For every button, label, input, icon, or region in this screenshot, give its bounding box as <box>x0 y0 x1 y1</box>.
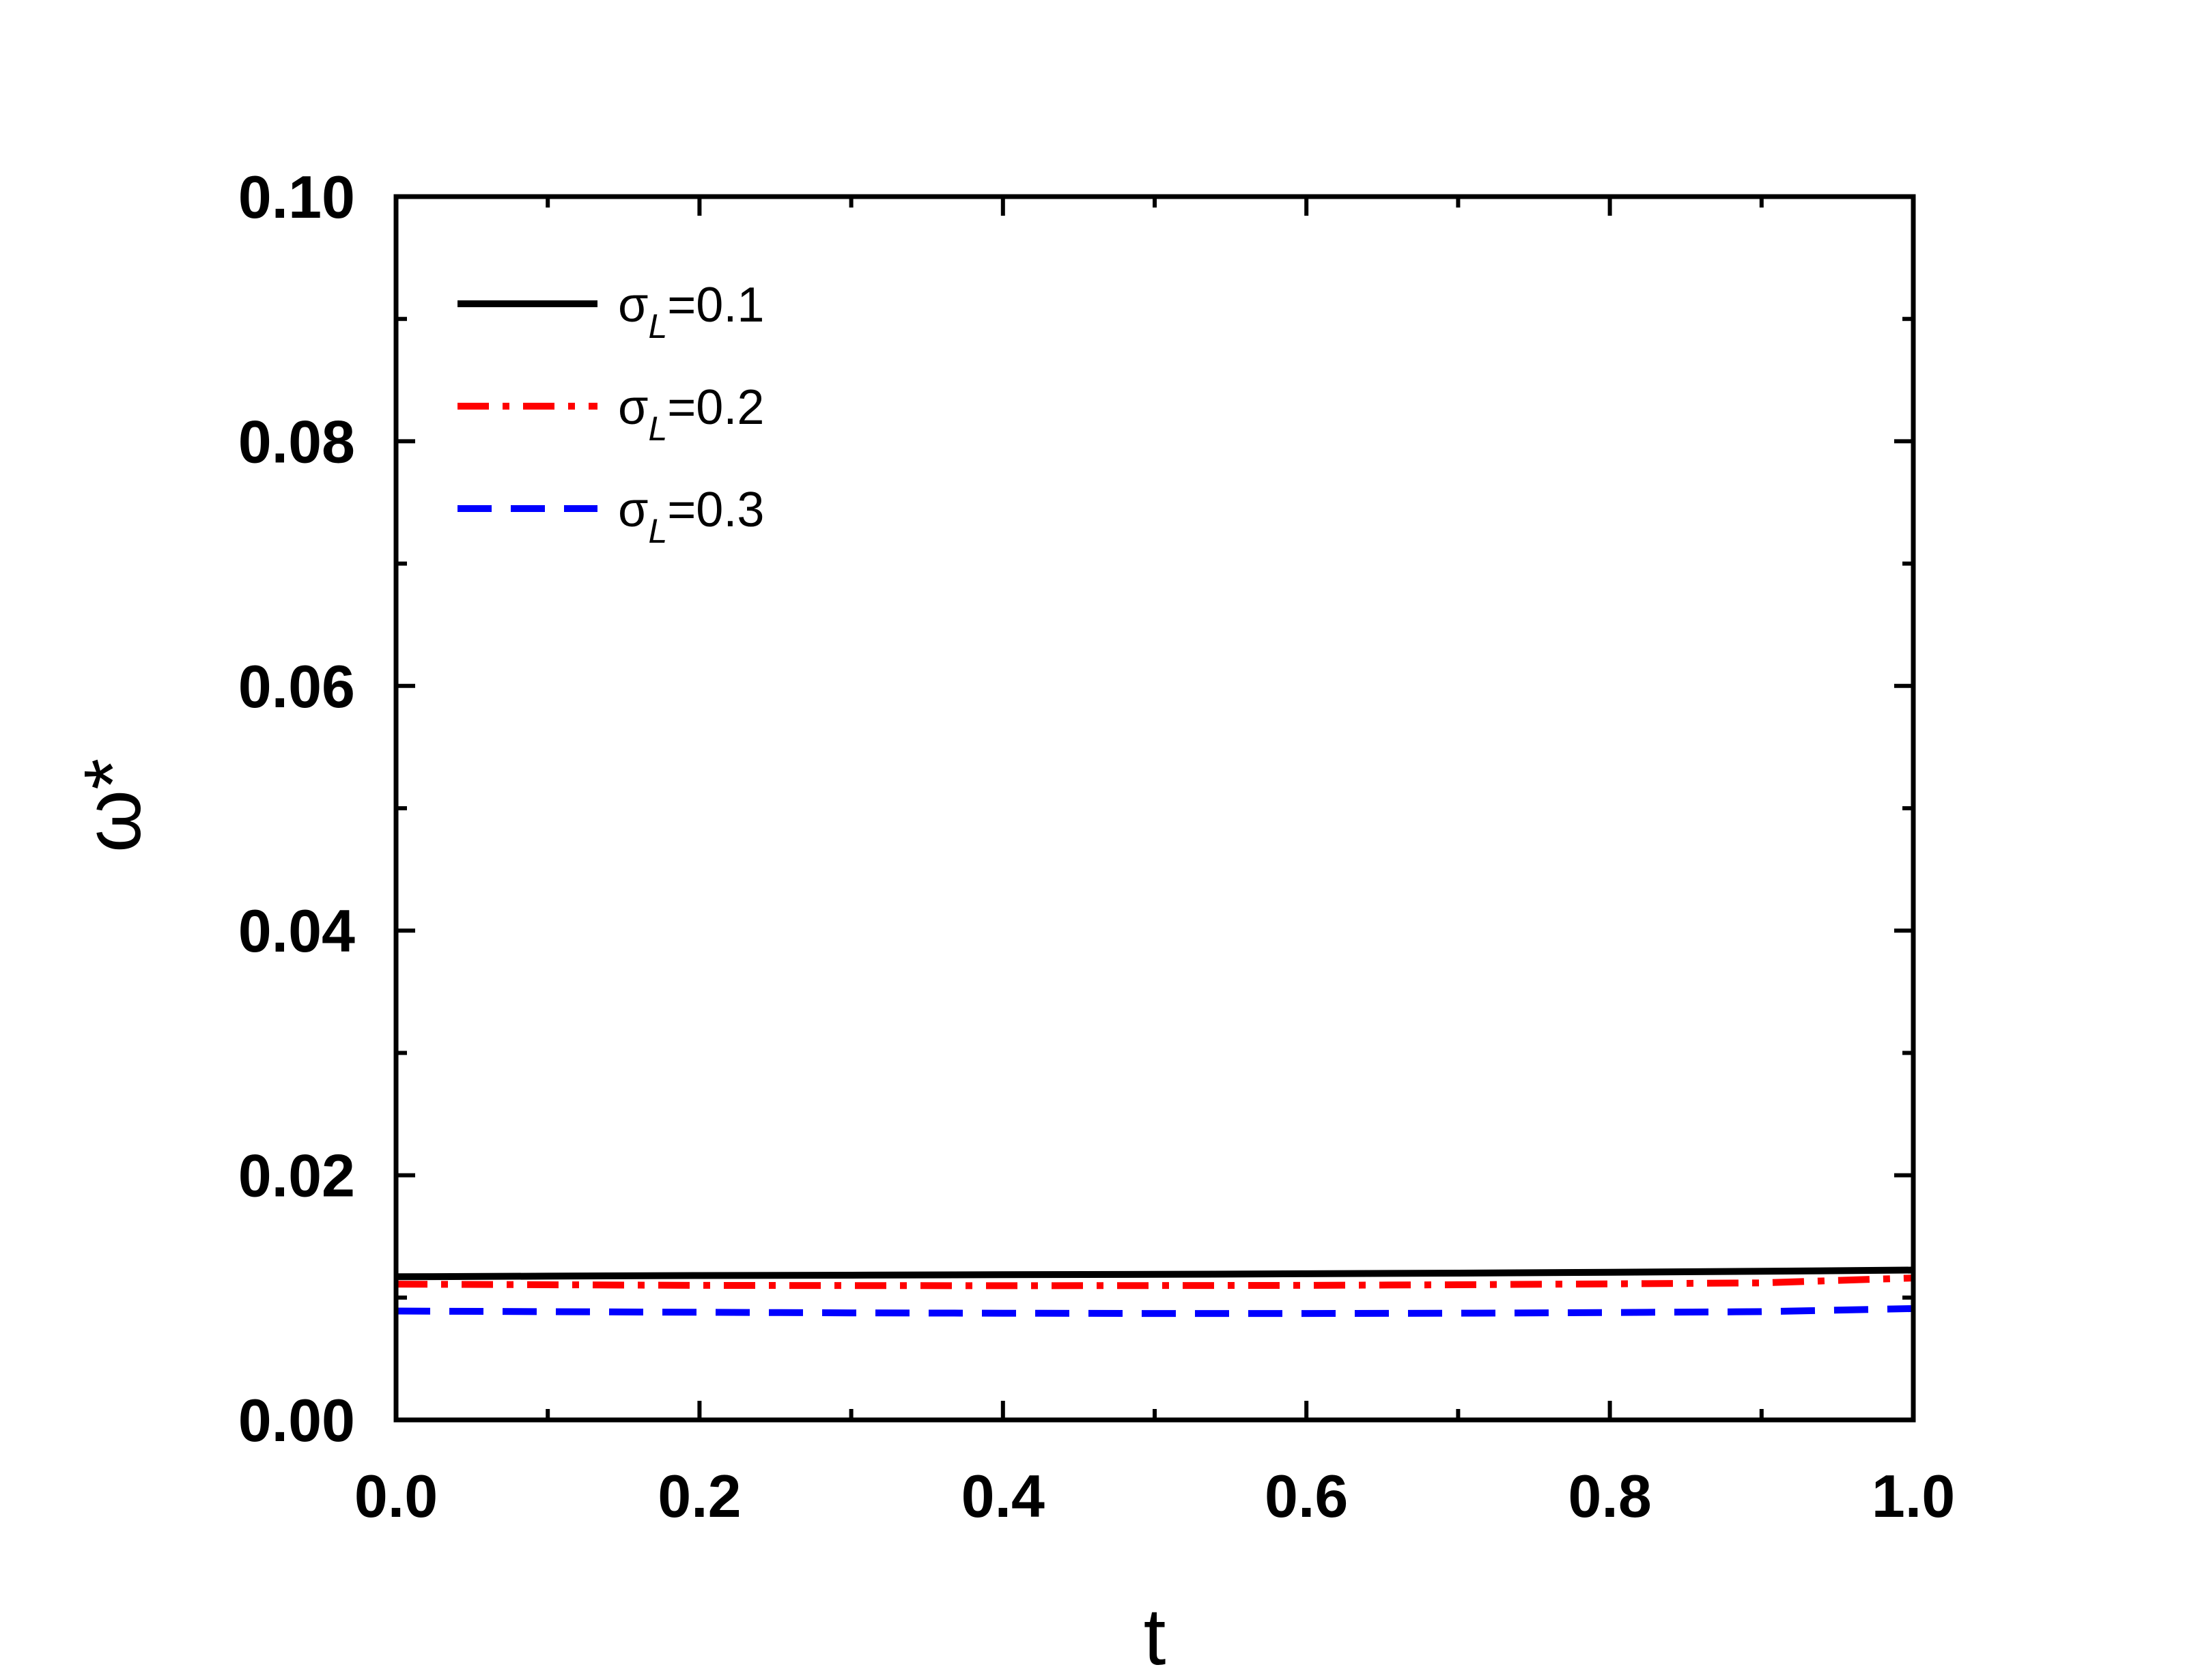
x-tick-label: 0.0 <box>354 1462 438 1530</box>
x-tick-label: 0.2 <box>658 1462 741 1530</box>
y-tick-label: 0.04 <box>238 897 355 965</box>
legend-value: =0.1 <box>667 278 764 332</box>
legend-value: =0.2 <box>667 380 764 435</box>
x-tick-labels: 0.0 0.2 0.4 0.6 0.8 1.0 <box>354 1462 1955 1530</box>
legend-symbol: σ <box>618 483 648 537</box>
y-tick-label: 0.02 <box>238 1142 355 1210</box>
series-line-1 <box>395 1266 1914 1281</box>
x-tick-label: 0.8 <box>1568 1462 1651 1530</box>
legend-subscript: L <box>648 410 667 448</box>
x-tick-label: 0.4 <box>961 1462 1045 1530</box>
y-axis-title: ω* <box>68 758 158 853</box>
axis-ticks <box>394 195 1915 1422</box>
legend-value: =0.3 <box>667 483 764 537</box>
legend-subscript: L <box>648 512 667 550</box>
y-tick-labels: 0.00 0.02 0.04 0.06 0.08 0.10 <box>238 163 355 1454</box>
legend-label-1: σL=0.1 <box>618 278 764 345</box>
series-line-2 <box>395 1275 1914 1290</box>
legend-symbol: σ <box>618 380 648 435</box>
series-lines <box>395 1266 1914 1318</box>
y-tick-label: 0.00 <box>238 1386 355 1454</box>
y-tick-label: 0.10 <box>238 163 355 231</box>
x-tick-label: 0.6 <box>1265 1462 1348 1530</box>
legend: σL=0.1σL=0.2σL=0.3 <box>458 278 764 550</box>
legend-label-3: σL=0.3 <box>618 483 764 550</box>
y-tick-label: 0.08 <box>238 408 355 475</box>
legend-label-2: σL=0.2 <box>618 380 764 448</box>
x-tick-label: 1.0 <box>1872 1462 1955 1530</box>
x-axis-title: t <box>1144 1592 1166 1680</box>
legend-subscript: L <box>648 307 667 345</box>
legend-symbol: σ <box>618 278 648 332</box>
series-line-3 <box>395 1305 1914 1318</box>
y-tick-label: 0.06 <box>238 653 355 720</box>
